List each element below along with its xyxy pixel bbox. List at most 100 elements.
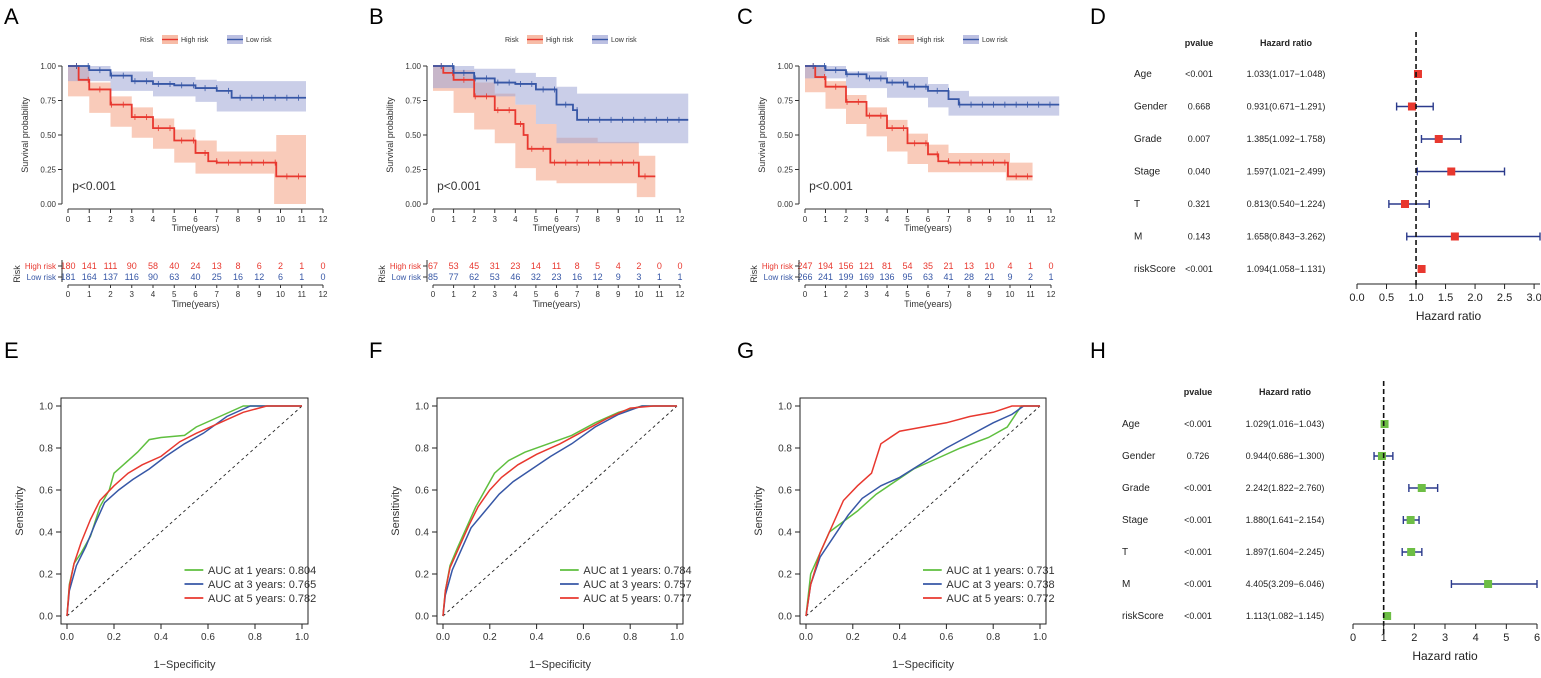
row-label: Age	[1122, 419, 1140, 430]
risk-count: 12	[254, 272, 264, 282]
x-tick-label: 0.8	[623, 632, 637, 643]
risk-x-tick-label: 1	[823, 290, 828, 299]
risk-row-label: High risk	[762, 262, 794, 271]
risk-count: 6	[257, 261, 262, 271]
risk-count: 2	[278, 261, 283, 271]
risk-count: 247	[797, 261, 812, 271]
hr-marker	[1484, 580, 1493, 588]
risk-table-title: Risk	[12, 265, 22, 283]
hr-marker	[1447, 167, 1456, 176]
x-tick-label: 0.6	[939, 632, 953, 643]
risk-x-tick-label: 7	[215, 290, 220, 299]
y-tick-label: 0.50	[777, 131, 793, 140]
roc-curve-0	[442, 405, 677, 617]
y-tick-label: 1.00	[40, 62, 56, 71]
risk-x-tick-label: 7	[575, 290, 580, 299]
risk-count: 141	[82, 261, 97, 271]
y-tick-label: 0.4	[415, 528, 429, 539]
risk-count: 40	[169, 261, 179, 271]
panel-label-c: C	[737, 4, 753, 29]
risk-count: 90	[148, 272, 158, 282]
hr-marker	[1413, 70, 1422, 78]
hr-marker	[1383, 612, 1392, 620]
risk-x-tick-label: 0	[66, 290, 71, 299]
risk-x-tick-label: 9	[257, 290, 262, 299]
risk-x-tick-label: 9	[987, 290, 992, 299]
row-pvalue: <0.001	[1184, 483, 1212, 493]
risk-count: 13	[212, 261, 222, 271]
risk-row-label: Low risk	[27, 273, 57, 282]
x-axis-label: Hazard ratio	[1416, 309, 1482, 323]
x-tick-label: 1.0	[670, 632, 684, 643]
risk-x-tick-label: 1	[451, 290, 456, 299]
diagonal-reference	[442, 405, 678, 617]
legend-entry-0: AUC at 1 years: 0.804	[208, 565, 316, 577]
x-tick-label: 5	[1503, 632, 1509, 644]
y-tick-label: 0.25	[405, 166, 421, 175]
y-tick-label: 0.2	[415, 570, 429, 581]
y-tick-label: 0.75	[40, 97, 56, 106]
risk-x-tick-label: 3	[864, 290, 869, 299]
risk-x-tick-label: 2	[844, 290, 849, 299]
y-tick-label: 0.00	[405, 200, 421, 209]
risk-count: 32	[531, 272, 541, 282]
risk-count: 14	[531, 261, 541, 271]
header-pvalue: pvalue	[1184, 387, 1213, 397]
x-tick-label: 3	[130, 215, 135, 224]
x-tick-label: 2	[108, 215, 113, 224]
row-label: riskScore	[1134, 264, 1176, 275]
risk-count: 164	[82, 272, 97, 282]
x-tick-label: 0.2	[846, 632, 860, 643]
risk-x-tick-label: 11	[1026, 290, 1035, 299]
x-tick-label: 9	[257, 215, 262, 224]
risk-count: 169	[859, 272, 874, 282]
y-tick-label: 0.0	[778, 612, 792, 623]
risk-count: 16	[233, 272, 243, 282]
risk-count: 81	[882, 261, 892, 271]
y-axis-label: Sensitivity	[753, 486, 765, 536]
row-hazard-ratio: 1.113(1.082−1.145)	[1246, 611, 1324, 621]
risk-count: 136	[879, 272, 894, 282]
hr-marker	[1407, 102, 1416, 111]
risk-count: 1	[1028, 261, 1033, 271]
risk-x-tick-label: 12	[319, 290, 328, 299]
hr-marker	[1377, 452, 1386, 460]
survival-curve-1	[433, 65, 689, 121]
km-plot-a: Risk High risk Low risk0.000.250.500.751.0…	[12, 35, 328, 309]
ci-band-0	[68, 66, 306, 204]
risk-count: 31	[490, 261, 500, 271]
risk-x-tick-label: 0	[803, 290, 808, 299]
risk-x-tick-label: 2	[108, 290, 113, 299]
risk-x-tick-label: 5	[172, 290, 177, 299]
x-tick-label: 2	[472, 215, 477, 224]
y-tick-label: 0.0	[39, 612, 53, 623]
x-tick-label: 0	[66, 215, 71, 224]
y-tick-label: 0.6	[415, 486, 429, 497]
x-tick-label: 1	[87, 215, 92, 224]
y-tick-label: 0.2	[778, 570, 792, 581]
x-tick-label: 6	[1534, 632, 1540, 644]
risk-count: 16	[572, 272, 582, 282]
legend-title: Risk	[876, 37, 890, 44]
hr-marker	[1400, 200, 1409, 208]
x-tick-label: 10	[634, 215, 643, 224]
row-hazard-ratio: 1.897(1.604−2.245)	[1246, 547, 1325, 557]
risk-count: 6	[278, 272, 283, 282]
row-pvalue: <0.001	[1184, 547, 1212, 557]
legend-entry-2: AUC at 5 years: 0.777	[583, 593, 691, 605]
x-tick-label: 6	[193, 215, 198, 224]
roc-curve-0	[66, 405, 302, 617]
risk-table-title: Risk	[377, 265, 387, 283]
plot-frame	[436, 397, 684, 625]
risk-count: 53	[490, 272, 500, 282]
row-pvalue: <0.001	[1185, 264, 1213, 274]
y-tick-label: 0.2	[39, 570, 53, 581]
y-tick-label: 1.0	[778, 402, 792, 413]
x-tick-label: 4	[1473, 632, 1479, 644]
x-tick-label: 4	[513, 215, 518, 224]
risk-count: 0	[320, 261, 325, 271]
risk-count: 21	[943, 261, 953, 271]
risk-count: 1	[657, 272, 662, 282]
risk-x-tick-label: 10	[276, 290, 285, 299]
risk-x-tick-label: 11	[298, 290, 307, 299]
